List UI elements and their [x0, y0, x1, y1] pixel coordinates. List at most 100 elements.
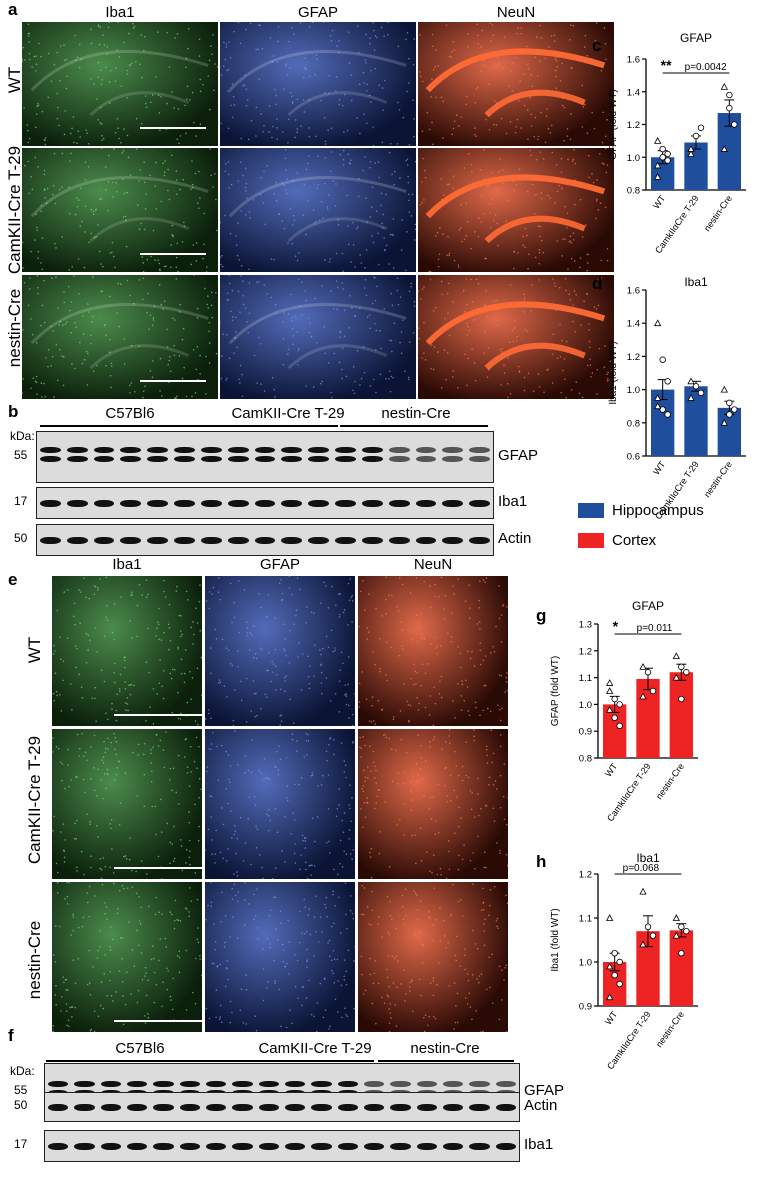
data-point [639, 663, 647, 670]
blot-strip-actin [36, 524, 494, 556]
blot-band [93, 536, 115, 544]
kda-label: kDa: [10, 429, 35, 443]
data-point [726, 411, 733, 418]
blot-band [227, 536, 249, 544]
row-label-camkii-e: CamKII-Cre T-29 [25, 735, 44, 865]
blot-band [415, 536, 437, 544]
blot-band [40, 536, 61, 544]
y-tick-label: 1.2 [627, 120, 640, 131]
data-point [683, 927, 690, 935]
scale-bar [114, 714, 202, 716]
significance-p-value: p=0.068 [623, 863, 660, 874]
x-tick-label: WT [651, 193, 668, 211]
gfap-micrograph [205, 882, 355, 1032]
blot-group-line [340, 425, 488, 427]
data-point [605, 914, 614, 921]
significance-stars: ** [661, 57, 672, 73]
data-point [644, 669, 652, 676]
blot-band [40, 447, 61, 453]
data-point [726, 104, 733, 112]
blot-band [232, 1142, 253, 1150]
data-point [653, 137, 662, 144]
blot-band [311, 1142, 332, 1150]
bar [603, 704, 627, 758]
bar [717, 113, 741, 190]
data-point [659, 145, 666, 153]
blot-band [66, 499, 88, 507]
y-tick-label: 1.4 [627, 319, 640, 330]
data-point [687, 145, 695, 152]
data-point [672, 652, 681, 660]
blot-band [285, 1142, 306, 1150]
blot-protein-label: Actin [524, 1097, 558, 1114]
blot-band [361, 499, 383, 507]
blot-band [390, 1080, 411, 1087]
blot-band [48, 1142, 69, 1150]
blot-band [443, 1080, 464, 1087]
blot-band [469, 1142, 490, 1150]
blot-band [66, 447, 88, 453]
chart-title: Iba1 [636, 851, 660, 865]
y-tick-label: 1.2 [627, 352, 640, 363]
blot-band [120, 447, 142, 453]
blot-band [232, 1103, 253, 1111]
legend-label-hippocampus: Hippocampus [612, 502, 704, 519]
blot-band [364, 1142, 385, 1150]
data-point [726, 91, 733, 99]
data-point [683, 669, 690, 676]
panel-label-b: b [8, 402, 19, 421]
bar [669, 930, 693, 1006]
blot-group-label: nestin-Cre [410, 1040, 480, 1057]
panel-label-g: g [536, 606, 547, 625]
blot-band [337, 1142, 358, 1150]
blot-strip-iba1 [44, 1130, 520, 1162]
y-tick-label: 0.8 [627, 418, 640, 429]
gfap-micrograph [220, 275, 416, 399]
data-point [692, 383, 700, 390]
blot-band [495, 1103, 516, 1111]
data-point [692, 132, 700, 140]
blot-band [147, 456, 169, 462]
blot-band [337, 1080, 358, 1087]
blot-band [147, 499, 169, 507]
blot-band [311, 1080, 332, 1087]
gfap-micrograph [205, 729, 355, 879]
blot-band [416, 1103, 437, 1111]
col-label-gfap-a: GFAP [297, 4, 338, 21]
blot-band [120, 456, 142, 462]
blot-band [254, 536, 276, 544]
data-point [687, 394, 695, 401]
y-tick-label: 1.6 [627, 55, 640, 66]
data-point [644, 923, 652, 930]
col-label-gfap-e: GFAP [259, 556, 300, 573]
y-tick-label: 0.6 [627, 452, 640, 463]
bar [636, 931, 660, 1006]
blot-band [174, 456, 195, 462]
blot-protein-label: Iba1 [498, 493, 528, 510]
blot-band [285, 1103, 306, 1111]
blot-band [442, 447, 464, 453]
data-point [678, 695, 685, 703]
neun-micrograph [358, 882, 508, 1032]
y-tick-label: 1.2 [579, 870, 592, 881]
blot-group-line [250, 1060, 374, 1062]
blot-band [364, 1080, 385, 1087]
scale-bar [114, 867, 202, 869]
bar [684, 142, 708, 190]
mw-marker: 17 [14, 1137, 28, 1151]
col-label-iba1-a: Iba1 [105, 4, 135, 21]
data-point [639, 887, 647, 895]
y-tick-label: 1.0 [627, 385, 640, 396]
y-tick-label: 1.3 [579, 620, 592, 631]
blot-band [308, 456, 330, 462]
row-label-wt-e: WT [25, 636, 44, 664]
blot-band [337, 1103, 358, 1111]
data-point [653, 161, 662, 169]
data-point [639, 692, 647, 700]
iba1-micrograph [52, 882, 202, 1032]
blot-group-label: C57Bl6 [115, 1040, 165, 1057]
blot-band [469, 456, 490, 462]
iba1-micrograph [22, 22, 218, 146]
blot-band [174, 447, 195, 453]
data-point [611, 949, 618, 957]
